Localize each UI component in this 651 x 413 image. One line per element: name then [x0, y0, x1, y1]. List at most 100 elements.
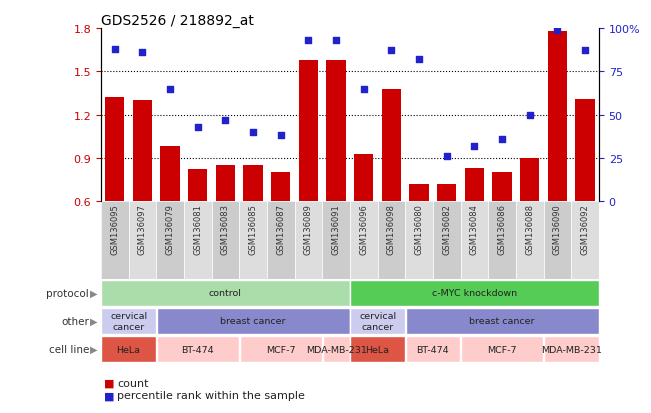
Text: GSM136079: GSM136079 — [165, 204, 174, 255]
FancyBboxPatch shape — [240, 336, 322, 362]
Text: GSM136088: GSM136088 — [525, 204, 534, 255]
Text: MDA-MB-231: MDA-MB-231 — [541, 345, 602, 354]
Bar — [271, 173, 290, 202]
FancyBboxPatch shape — [156, 336, 239, 362]
Bar — [105, 98, 124, 202]
Text: MDA-MB-231: MDA-MB-231 — [305, 345, 367, 354]
Text: ■: ■ — [104, 378, 115, 388]
Bar — [240, 202, 267, 279]
Bar — [544, 202, 572, 279]
Bar — [212, 202, 240, 279]
Text: cell line: cell line — [49, 344, 89, 354]
Bar — [129, 202, 156, 279]
Text: MCF-7: MCF-7 — [488, 345, 517, 354]
Point — [441, 153, 452, 160]
Text: breast cancer: breast cancer — [220, 317, 286, 326]
Text: GSM136085: GSM136085 — [249, 204, 258, 255]
FancyBboxPatch shape — [101, 280, 350, 306]
FancyBboxPatch shape — [406, 308, 599, 334]
Text: GSM136098: GSM136098 — [387, 204, 396, 255]
Point — [275, 133, 286, 139]
Point — [165, 86, 175, 93]
FancyBboxPatch shape — [156, 308, 350, 334]
Bar — [101, 202, 128, 279]
Bar — [461, 202, 488, 279]
Text: GSM136089: GSM136089 — [304, 204, 313, 255]
Bar — [575, 100, 595, 202]
Text: GSM136091: GSM136091 — [331, 204, 340, 254]
Text: c-MYC knockdown: c-MYC knockdown — [432, 289, 517, 297]
Point — [414, 57, 424, 63]
Text: GSM136087: GSM136087 — [276, 204, 285, 255]
FancyBboxPatch shape — [101, 308, 156, 334]
Bar — [350, 202, 378, 279]
Text: HeLa: HeLa — [366, 345, 389, 354]
Bar — [492, 173, 512, 202]
Point — [109, 46, 120, 53]
Text: ▶: ▶ — [90, 288, 98, 298]
Bar — [547, 32, 567, 202]
Text: protocol: protocol — [46, 288, 89, 298]
Bar — [156, 202, 184, 279]
Bar — [295, 202, 322, 279]
Text: MCF-7: MCF-7 — [266, 345, 296, 354]
FancyBboxPatch shape — [350, 280, 599, 306]
FancyBboxPatch shape — [350, 336, 405, 362]
Bar — [572, 202, 599, 279]
Bar — [409, 184, 429, 202]
Bar — [184, 202, 212, 279]
Bar — [465, 169, 484, 202]
Bar — [160, 147, 180, 202]
Text: GSM136090: GSM136090 — [553, 204, 562, 254]
Text: cervical
cancer: cervical cancer — [359, 311, 396, 331]
Text: control: control — [209, 289, 242, 297]
Text: cervical
cancer: cervical cancer — [110, 311, 147, 331]
Text: GSM136084: GSM136084 — [470, 204, 479, 255]
Bar — [516, 202, 544, 279]
Text: BT-474: BT-474 — [417, 345, 449, 354]
Text: GSM136092: GSM136092 — [581, 204, 590, 254]
Text: breast cancer: breast cancer — [469, 317, 535, 326]
Point — [137, 50, 148, 57]
Text: BT-474: BT-474 — [182, 345, 214, 354]
FancyBboxPatch shape — [544, 336, 599, 362]
Text: GSM136097: GSM136097 — [138, 204, 147, 255]
Point — [303, 38, 314, 44]
Bar — [378, 202, 405, 279]
Bar — [354, 154, 374, 202]
FancyBboxPatch shape — [101, 336, 156, 362]
Point — [469, 143, 480, 150]
Text: ▶: ▶ — [90, 344, 98, 354]
Point — [359, 86, 369, 93]
FancyBboxPatch shape — [461, 336, 544, 362]
Bar — [520, 159, 540, 202]
Bar — [133, 101, 152, 202]
Bar — [488, 202, 516, 279]
Text: GSM136095: GSM136095 — [110, 204, 119, 254]
Text: GSM136083: GSM136083 — [221, 204, 230, 255]
Point — [193, 124, 203, 131]
Text: GSM136081: GSM136081 — [193, 204, 202, 255]
FancyBboxPatch shape — [322, 336, 350, 362]
Point — [331, 38, 341, 44]
Point — [525, 112, 535, 119]
Bar — [437, 184, 456, 202]
Text: count: count — [117, 378, 148, 388]
Bar — [322, 202, 350, 279]
Bar — [381, 89, 401, 202]
Point — [580, 48, 590, 55]
Bar — [243, 166, 263, 202]
Point — [248, 129, 258, 136]
Bar — [215, 166, 235, 202]
Text: GDS2526 / 218892_at: GDS2526 / 218892_at — [101, 14, 254, 28]
Bar — [433, 202, 461, 279]
Bar — [188, 170, 208, 202]
Text: GSM136080: GSM136080 — [415, 204, 424, 255]
Text: ■: ■ — [104, 390, 115, 400]
Point — [552, 27, 562, 34]
Text: GSM136086: GSM136086 — [497, 204, 506, 255]
FancyBboxPatch shape — [350, 308, 405, 334]
Text: other: other — [61, 316, 89, 326]
Bar — [267, 202, 295, 279]
Text: GSM136082: GSM136082 — [442, 204, 451, 255]
